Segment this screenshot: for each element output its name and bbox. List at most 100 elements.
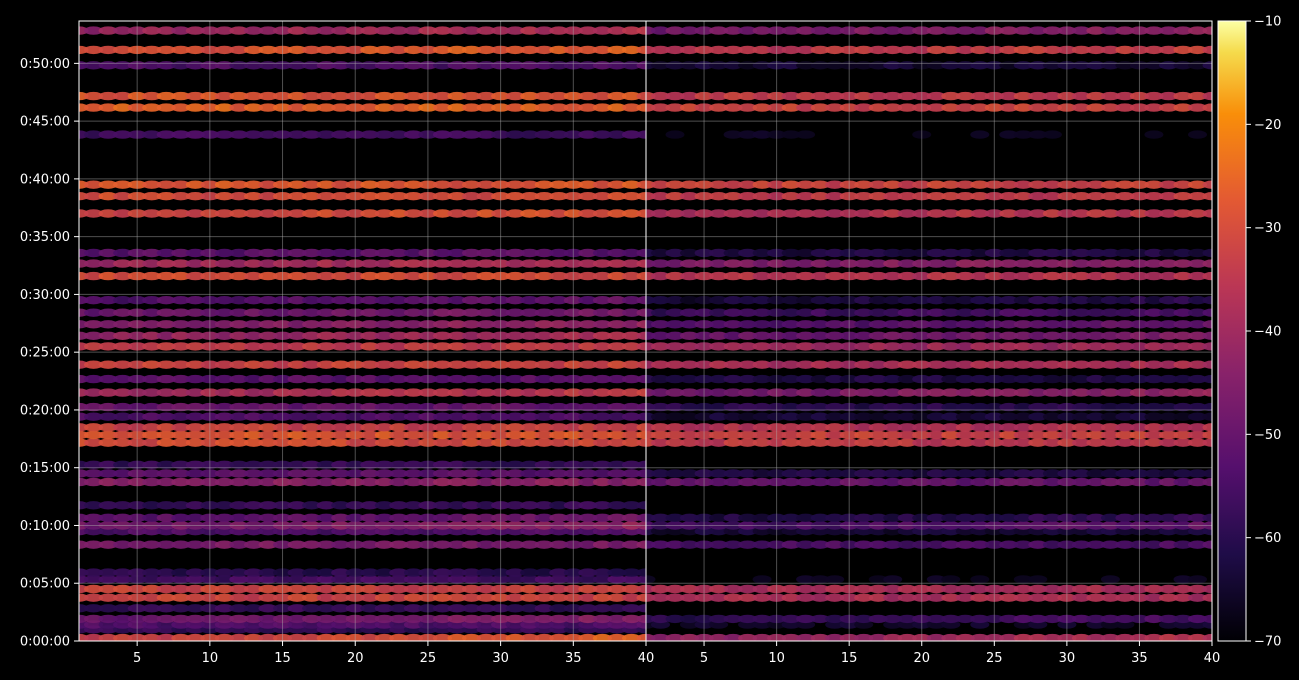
- heatmap-cell: [680, 469, 699, 478]
- heatmap-cell: [360, 513, 380, 522]
- heatmap-cell: [854, 374, 874, 384]
- heatmap-cell: [331, 180, 351, 189]
- heatmap-cell: [984, 342, 1004, 351]
- heatmap-cell: [941, 26, 961, 35]
- heatmap-cell: [1173, 438, 1193, 447]
- heatmap-cell: [592, 402, 612, 412]
- heatmap-cell: [592, 45, 612, 55]
- heatmap-cell: [331, 430, 351, 440]
- heatmap-cell: [389, 61, 409, 70]
- heatmap-cell: [1100, 540, 1120, 549]
- heatmap-cell: [563, 477, 583, 487]
- heatmap-cell: [316, 593, 336, 602]
- heatmap-cell: [374, 26, 394, 35]
- heatmap-cell: [462, 469, 481, 478]
- heatmap-cell: [752, 130, 772, 139]
- heatmap-cell: [738, 412, 758, 421]
- heatmap-cell: [156, 402, 176, 412]
- heatmap-cell: [1129, 614, 1149, 624]
- heatmap-cell: [723, 320, 743, 329]
- heatmap-cell: [374, 513, 394, 522]
- heatmap-cell: [709, 423, 729, 432]
- heatmap-cell: [142, 320, 162, 329]
- heatmap-cell: [999, 103, 1019, 112]
- heatmap-cell: [883, 103, 903, 112]
- heatmap-cell: [999, 259, 1019, 268]
- heatmap-cell: [273, 614, 292, 624]
- heatmap-cell: [229, 45, 249, 55]
- heatmap-cell: [287, 477, 307, 487]
- heatmap-cell: [273, 103, 292, 112]
- heatmap-cell: [955, 430, 975, 440]
- heatmap-cell: [839, 103, 859, 112]
- heatmap-cell: [316, 248, 336, 258]
- heatmap-cell: [984, 412, 1004, 421]
- heatmap-cell: [825, 259, 845, 268]
- heatmap-cell: [636, 430, 646, 440]
- heatmap-cell: [84, 460, 103, 469]
- heatmap-cell: [636, 180, 646, 189]
- heatmap-cell: [345, 540, 365, 549]
- heatmap-cell: [1188, 438, 1207, 447]
- heatmap-cell: [767, 423, 787, 432]
- heatmap-cell: [374, 540, 394, 549]
- heatmap-cell: [229, 477, 249, 487]
- heatmap-cell: [563, 259, 583, 268]
- heatmap-cell: [171, 271, 191, 281]
- heatmap-cell: [229, 209, 249, 218]
- heatmap-cell: [723, 130, 743, 139]
- heatmap-cell: [709, 248, 729, 258]
- heatmap-cell: [185, 584, 205, 594]
- y-tick-label: 0:20:00: [20, 403, 70, 418]
- heatmap-cell: [316, 575, 336, 584]
- heatmap-cell: [984, 103, 1004, 112]
- heatmap-cell: [403, 423, 423, 432]
- heatmap-cell: [1144, 438, 1164, 447]
- heatmap-cell: [825, 633, 845, 641]
- heatmap-cell: [1144, 259, 1164, 268]
- heatmap-cell: [229, 593, 249, 602]
- heatmap-cell: [273, 593, 292, 602]
- heatmap-cell: [636, 61, 646, 70]
- heatmap-cell: [738, 320, 758, 329]
- heatmap-cell: [1188, 308, 1207, 317]
- heatmap-cell: [389, 271, 409, 281]
- heatmap-cell: [418, 412, 438, 421]
- heatmap-cell: [418, 61, 438, 70]
- heatmap-cell: [1173, 271, 1193, 281]
- heatmap-cell: [709, 320, 729, 329]
- heatmap-cell: [84, 296, 103, 305]
- heatmap-cell: [142, 248, 162, 258]
- heatmap-cell: [636, 192, 646, 201]
- heatmap-cell: [1071, 614, 1091, 624]
- heatmap-cell: [1202, 209, 1212, 218]
- heatmap-cell: [331, 26, 351, 35]
- heatmap-cell: [447, 614, 467, 624]
- heatmap-cell: [360, 521, 380, 530]
- heatmap-cell: [825, 584, 845, 594]
- heatmap-cell: [302, 259, 322, 268]
- heatmap-cell: [883, 45, 903, 55]
- heatmap-cell: [1188, 103, 1207, 112]
- heatmap-cell: [1042, 633, 1062, 641]
- heatmap-cell: [1086, 438, 1106, 447]
- heatmap-cell: [1013, 342, 1033, 351]
- heatmap-cell: [214, 296, 234, 305]
- heatmap-cell: [607, 45, 627, 55]
- heatmap-cell: [665, 320, 685, 329]
- heatmap-cell: [520, 430, 540, 440]
- heatmap-cell: [273, 540, 292, 549]
- heatmap-cell: [156, 180, 176, 189]
- heatmap-cell: [1202, 248, 1212, 258]
- heatmap-cell: [142, 331, 162, 340]
- heatmap-cell: [854, 180, 874, 189]
- heatmap-cell: [98, 61, 118, 70]
- heatmap-cell: [1202, 91, 1212, 101]
- heatmap-cell: [984, 430, 1004, 440]
- heatmap-cell: [752, 209, 772, 218]
- heatmap-cell: [462, 614, 481, 624]
- heatmap-cell: [331, 614, 351, 624]
- heatmap-cell: [273, 633, 292, 641]
- heatmap-cell: [113, 430, 133, 440]
- heatmap-cell: [374, 438, 394, 447]
